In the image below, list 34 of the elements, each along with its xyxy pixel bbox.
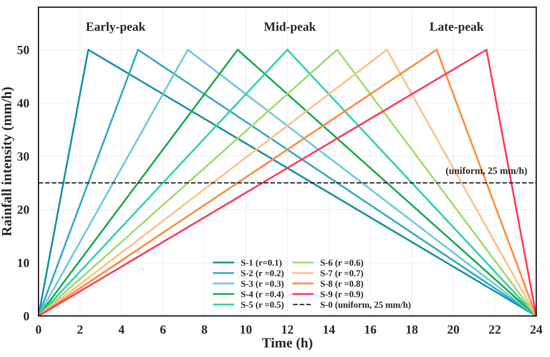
- y-tick-label: 40: [17, 99, 29, 108]
- annotation: Late-peak: [430, 22, 484, 34]
- x-tick-label: 12: [282, 325, 294, 334]
- legend-label: S-8 (r =0.8): [320, 280, 364, 289]
- legend-label: S-0 (uniform, 25 mm/h): [320, 301, 411, 310]
- x-tick-label: 24: [530, 325, 542, 334]
- x-tick-label: 4: [118, 325, 124, 334]
- y-tick-label: 30: [17, 152, 29, 161]
- x-tick-label: 2: [77, 325, 83, 334]
- legend-label: S-9 (r =0.9): [320, 290, 364, 300]
- legend-label: S-4 (r =0.4): [241, 290, 284, 300]
- y-tick-label: 20: [18, 205, 29, 214]
- y-tick-label: 0: [24, 312, 29, 320]
- legend-label: S-6 (r =0.6): [320, 259, 364, 268]
- annotation: Early-peak: [86, 22, 146, 34]
- x-tick-label: 16: [365, 325, 376, 334]
- y-tick-label: 50: [17, 46, 29, 54]
- x-tick-label: 6: [160, 325, 166, 334]
- legend-label: S-2 (r =0.2): [241, 270, 284, 278]
- x-tick-label: 8: [202, 325, 208, 334]
- x-tick-label: 22: [489, 325, 500, 334]
- legend-label: S-1 (r=0.1): [241, 259, 282, 268]
- legend-label: S-7 (r =0.7): [320, 270, 364, 278]
- legend-label: S-3 (r =0.3): [241, 280, 284, 289]
- y-tick-label: 10: [18, 258, 29, 268]
- x-tick-label: 18: [406, 325, 418, 334]
- annotation: Mid-peak: [264, 22, 316, 34]
- x-tick-label: 0: [36, 325, 42, 334]
- x-tick-label: 14: [324, 325, 335, 334]
- legend-label: S-5 (r =0.5): [241, 301, 284, 310]
- y-axis-title: Rainfall intensity (mm/h): [1, 87, 14, 236]
- x-axis-title: Time (h): [262, 338, 312, 350]
- x-tick-label: 20: [448, 325, 460, 334]
- x-tick-label: 10: [240, 325, 252, 334]
